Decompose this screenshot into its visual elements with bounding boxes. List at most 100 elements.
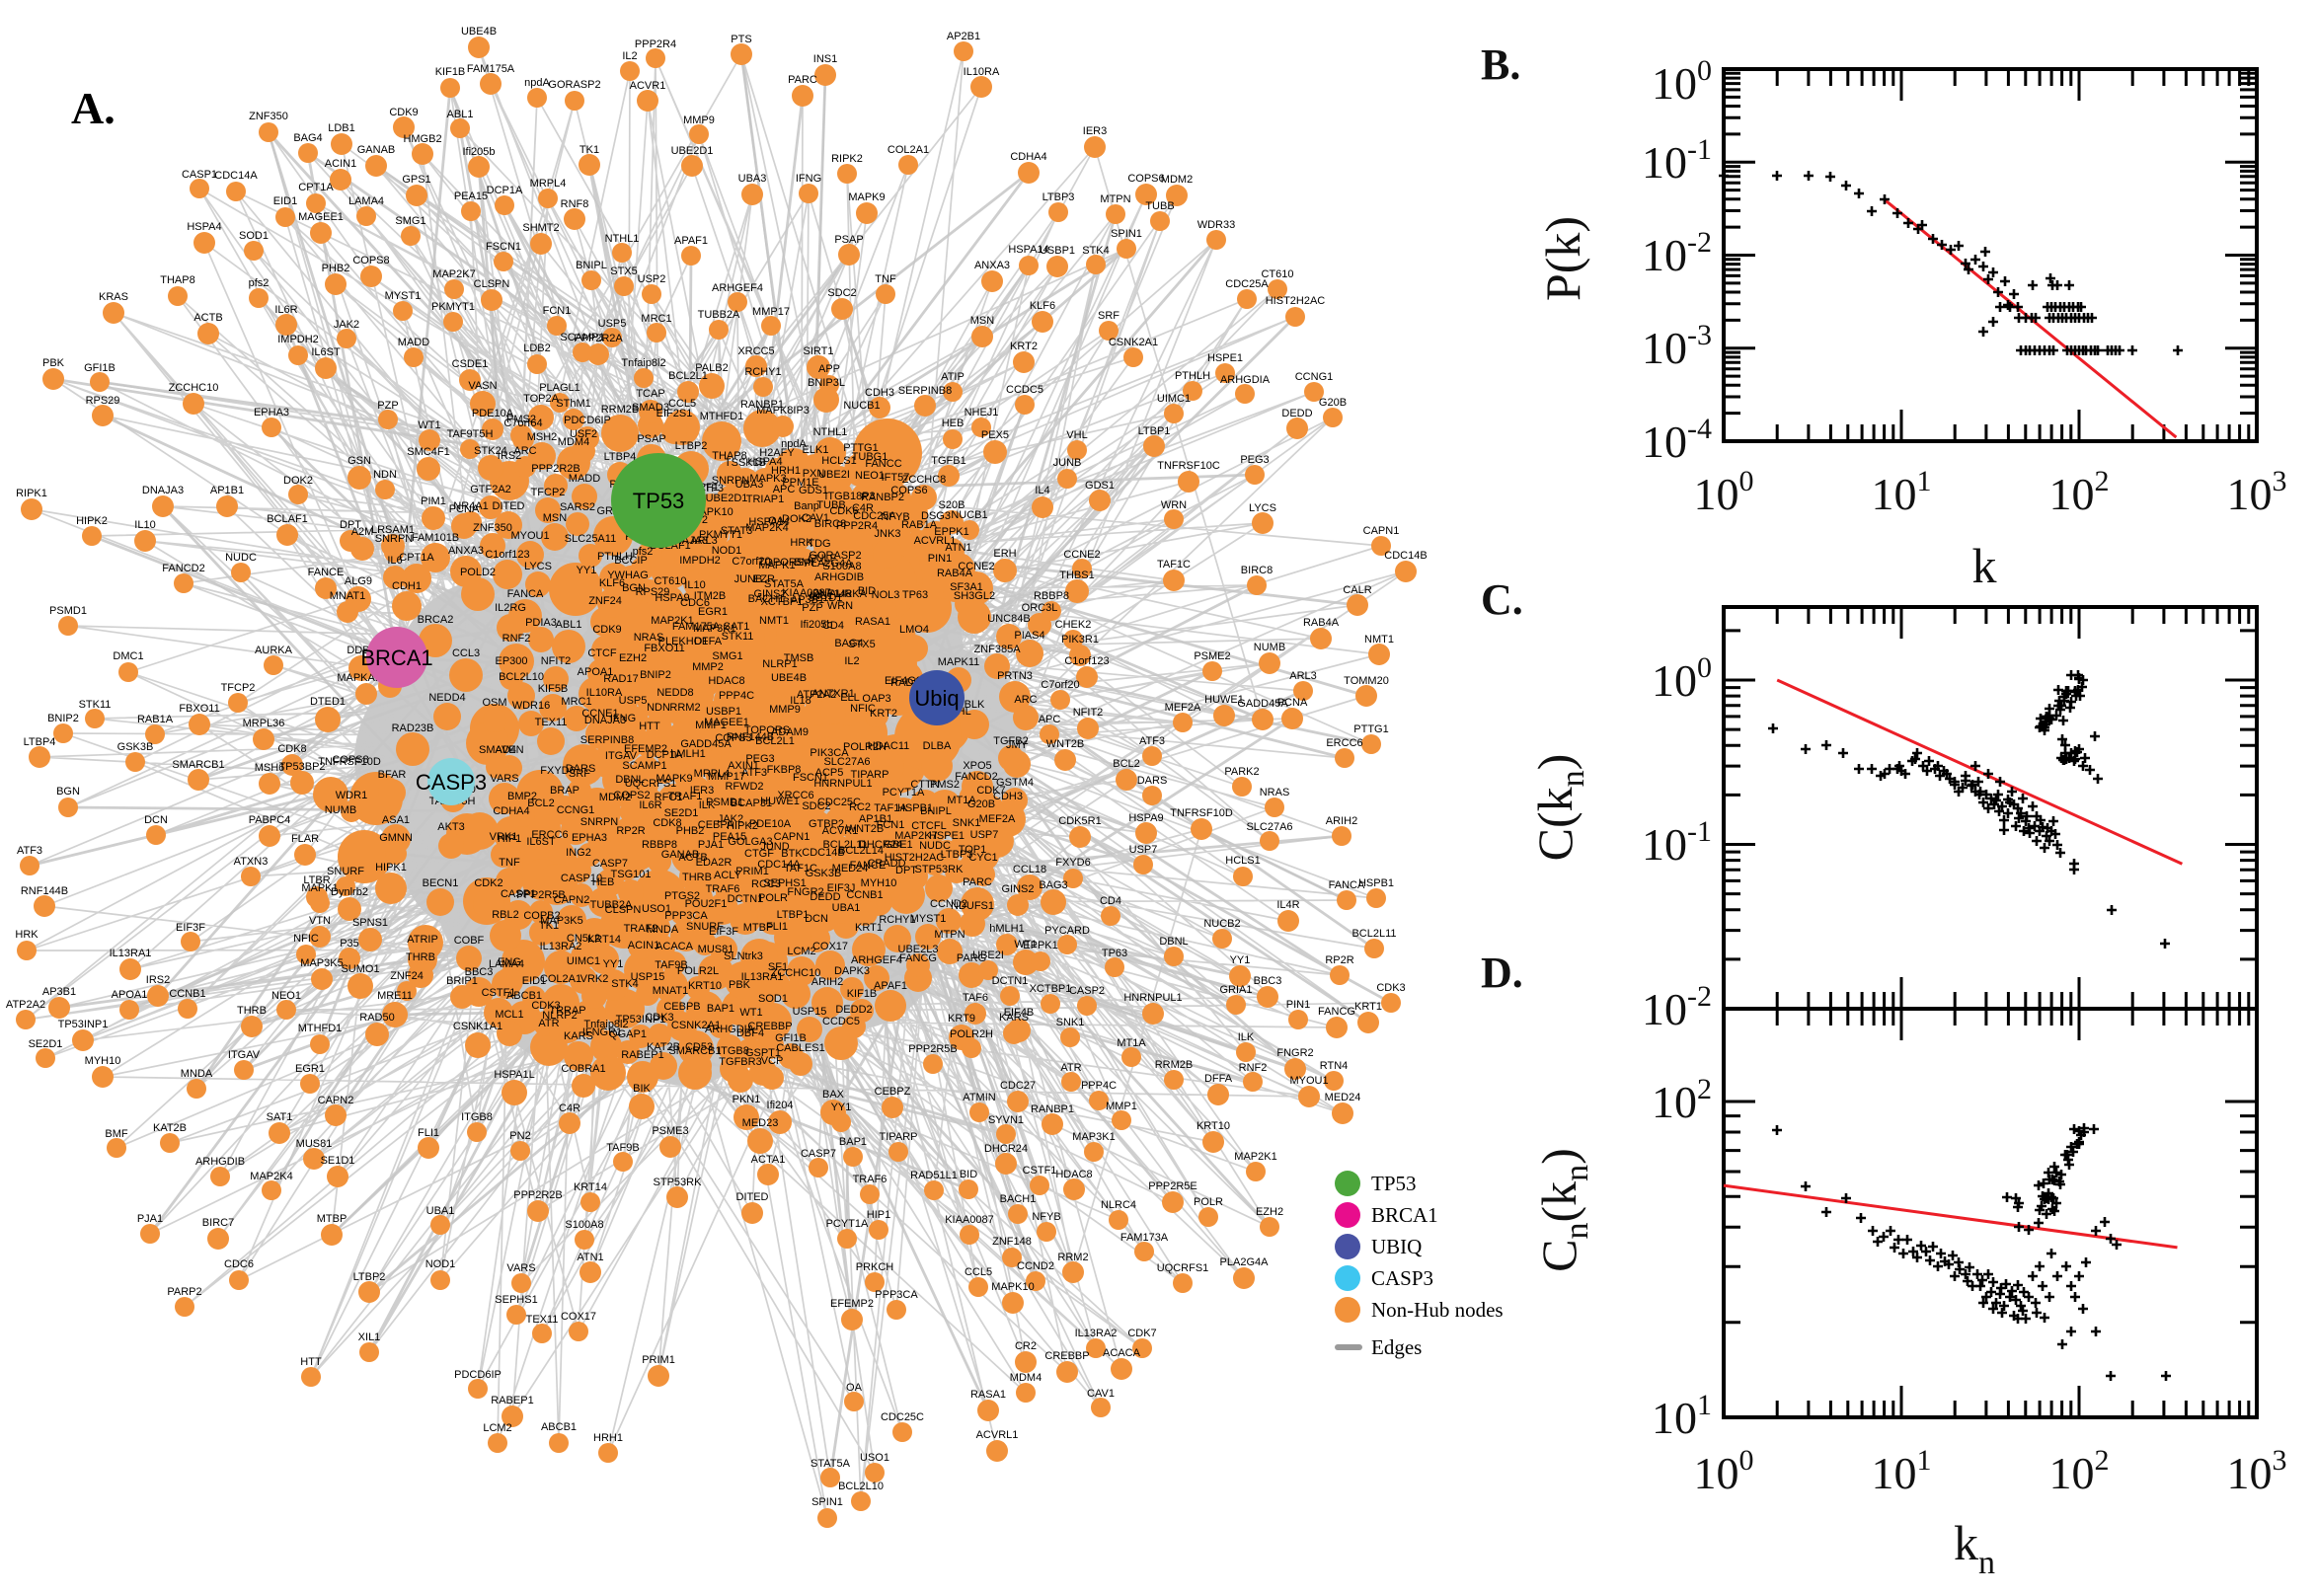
- svg-text:MYST1: MYST1: [385, 290, 422, 302]
- svg-text:GRIA1: GRIA1: [1219, 984, 1252, 996]
- svg-text:CDC14A: CDC14A: [757, 859, 801, 871]
- svg-text:UBE2L3: UBE2L3: [898, 944, 939, 955]
- svg-text:PSME2: PSME2: [1194, 650, 1230, 662]
- svg-text:PKN1: PKN1: [733, 1094, 761, 1105]
- svg-text:SThM1: SThM1: [556, 398, 590, 410]
- svg-text:RRM2B: RRM2B: [601, 404, 640, 416]
- svg-text:DITED: DITED: [493, 500, 525, 512]
- svg-text:GTF2A2: GTF2A2: [470, 484, 511, 495]
- svg-text:DOK2: DOK2: [782, 513, 811, 525]
- svg-text:SNRPN: SNRPN: [580, 816, 619, 828]
- svg-text:BMF: BMF: [105, 1128, 128, 1140]
- svg-text:IL4R: IL4R: [1276, 899, 1299, 911]
- svg-text:SCAMP1: SCAMP1: [622, 760, 666, 772]
- svg-text:EIF3J: EIF3J: [827, 882, 856, 894]
- svg-text:PTGS2: PTGS2: [664, 890, 700, 902]
- svg-text:GPS1: GPS1: [402, 174, 430, 186]
- svg-text:GOLGA3: GOLGA3: [728, 836, 772, 848]
- svg-text:KAT2B: KAT2B: [153, 1122, 187, 1134]
- svg-text:Dynlrb2: Dynlrb2: [331, 886, 368, 898]
- svg-text:KRT2: KRT2: [870, 708, 897, 720]
- svg-text:PZP: PZP: [802, 602, 822, 614]
- svg-text:SNRPN: SNRPN: [375, 533, 414, 545]
- svg-text:POLR: POLR: [1194, 1196, 1223, 1208]
- svg-text:YWHAG: YWHAG: [607, 570, 649, 581]
- svg-text:SUMO1: SUMO1: [341, 963, 379, 975]
- svg-text:ABL1: ABL1: [556, 619, 582, 631]
- svg-text:VRK1: VRK1: [490, 831, 518, 843]
- svg-text:SEPHS1: SEPHS1: [495, 1294, 537, 1306]
- svg-text:TOPORS: TOPORS: [758, 557, 804, 569]
- svg-text:k: k: [1972, 538, 1997, 593]
- svg-text:USP7: USP7: [970, 829, 999, 841]
- svg-text:CDC14A: CDC14A: [214, 170, 258, 182]
- svg-text:TP63: TP63: [902, 589, 928, 601]
- svg-text:MYST1: MYST1: [910, 913, 947, 925]
- svg-text:FAM101B: FAM101B: [412, 532, 459, 544]
- svg-text:NRAS: NRAS: [1260, 787, 1290, 798]
- svg-text:PABPC4: PABPC4: [249, 814, 291, 826]
- svg-text:npdA: npdA: [781, 438, 807, 450]
- svg-text:CASP10: CASP10: [561, 873, 602, 884]
- svg-text:UBE4B: UBE4B: [771, 672, 807, 684]
- svg-text:ARC: ARC: [1014, 694, 1037, 706]
- svg-text:CAPN2: CAPN2: [318, 1095, 354, 1106]
- svg-text:MT1A: MT1A: [947, 795, 976, 806]
- svg-text:RBBP8: RBBP8: [1034, 590, 1069, 602]
- svg-text:DLBA: DLBA: [923, 740, 952, 752]
- svg-text:PTTG1: PTTG1: [1353, 723, 1388, 735]
- svg-text:PSMD1: PSMD1: [49, 605, 87, 617]
- svg-text:CLSPN: CLSPN: [474, 278, 510, 290]
- svg-text:RAD50: RAD50: [359, 1012, 394, 1024]
- svg-text:ARC: ARC: [513, 445, 536, 457]
- svg-text:NEO1: NEO1: [855, 470, 885, 482]
- svg-text:TGFBR3: TGFBR3: [719, 1056, 761, 1068]
- svg-text:TSSK1B: TSSK1B: [725, 457, 766, 469]
- svg-text:KLF6: KLF6: [599, 577, 625, 589]
- svg-text:KIF1B: KIF1B: [847, 988, 878, 1000]
- svg-text:PLEKHO1: PLEKHO1: [658, 636, 709, 647]
- svg-text:STAT3: STAT3: [721, 525, 753, 537]
- svg-text:CDK3: CDK3: [1376, 982, 1405, 994]
- svg-text:XRCC5: XRCC5: [737, 345, 774, 357]
- svg-text:EGR1: EGR1: [698, 606, 728, 618]
- svg-text:MAP2K7: MAP2K7: [432, 268, 475, 280]
- svg-text:JAK2: JAK2: [718, 813, 743, 825]
- svg-text:HCLS1: HCLS1: [821, 455, 856, 467]
- svg-text:CCL5: CCL5: [965, 1266, 992, 1278]
- svg-text:SNURF: SNURF: [327, 866, 364, 877]
- svg-text:OA: OA: [768, 515, 785, 527]
- svg-text:SIRT1: SIRT1: [804, 345, 834, 357]
- svg-text:Ifi205b: Ifi205b: [800, 619, 832, 631]
- svg-text:TAF1A: TAF1A: [874, 802, 907, 814]
- svg-text:MAGEE1: MAGEE1: [704, 717, 749, 728]
- svg-text:ORC3L: ORC3L: [1022, 602, 1058, 614]
- svg-text:HRH1: HRH1: [771, 465, 801, 477]
- svg-text:TOP2A: TOP2A: [523, 393, 560, 405]
- svg-text:RANBP1: RANBP1: [1031, 1103, 1074, 1115]
- svg-text:GADD45A: GADD45A: [1237, 698, 1288, 710]
- svg-text:NRAS: NRAS: [634, 632, 664, 644]
- svg-text:SMAD4: SMAD4: [479, 744, 516, 756]
- svg-text:NFYB: NFYB: [1032, 1211, 1060, 1223]
- svg-text:ITGAV: ITGAV: [228, 1049, 261, 1061]
- svg-text:hMLH1: hMLH1: [989, 923, 1024, 935]
- svg-text:KRT14: KRT14: [574, 1181, 607, 1193]
- svg-text:NR4A1: NR4A1: [453, 500, 488, 512]
- svg-text:HIST2H2AC: HIST2H2AC: [1266, 295, 1326, 307]
- svg-text:UBE2D1: UBE2D1: [706, 493, 748, 504]
- svg-text:TNFRSF10C: TNFRSF10C: [1157, 460, 1220, 472]
- svg-text:CAPN1: CAPN1: [1363, 525, 1400, 537]
- svg-text:HIP1: HIP1: [867, 1209, 890, 1221]
- svg-text:MMP17: MMP17: [752, 306, 790, 318]
- svg-text:SERPINB8: SERPINB8: [898, 385, 952, 397]
- svg-text:CCNE1: CCNE1: [581, 708, 618, 720]
- svg-text:RPS29: RPS29: [86, 395, 120, 407]
- svg-text:RASA1: RASA1: [855, 616, 890, 628]
- svg-text:CAPN2: CAPN2: [554, 894, 590, 906]
- svg-text:IFT57: IFT57: [882, 472, 910, 484]
- svg-text:PPP2R4: PPP2R4: [635, 38, 676, 50]
- svg-text:LDB1: LDB1: [328, 122, 355, 134]
- svg-text:ACTA1: ACTA1: [751, 1154, 786, 1166]
- svg-text:HSPB1: HSPB1: [897, 802, 933, 814]
